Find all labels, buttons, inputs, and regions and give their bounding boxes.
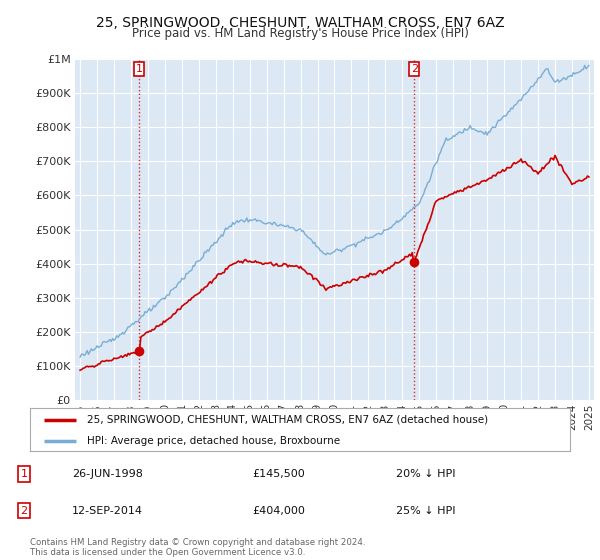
Text: 26-JUN-1998: 26-JUN-1998	[72, 469, 143, 479]
Text: Price paid vs. HM Land Registry's House Price Index (HPI): Price paid vs. HM Land Registry's House …	[131, 27, 469, 40]
Text: HPI: Average price, detached house, Broxbourne: HPI: Average price, detached house, Brox…	[86, 436, 340, 446]
Text: £404,000: £404,000	[252, 506, 305, 516]
Text: 1: 1	[136, 64, 143, 74]
Text: 20% ↓ HPI: 20% ↓ HPI	[396, 469, 455, 479]
Text: Contains HM Land Registry data © Crown copyright and database right 2024.
This d: Contains HM Land Registry data © Crown c…	[30, 538, 365, 557]
Text: 25, SPRINGWOOD, CHESHUNT, WALTHAM CROSS, EN7 6AZ: 25, SPRINGWOOD, CHESHUNT, WALTHAM CROSS,…	[95, 16, 505, 30]
Text: 2: 2	[20, 506, 28, 516]
Text: 25, SPRINGWOOD, CHESHUNT, WALTHAM CROSS, EN7 6AZ (detached house): 25, SPRINGWOOD, CHESHUNT, WALTHAM CROSS,…	[86, 415, 488, 424]
Text: 25% ↓ HPI: 25% ↓ HPI	[396, 506, 455, 516]
Text: £145,500: £145,500	[252, 469, 305, 479]
Text: 12-SEP-2014: 12-SEP-2014	[72, 506, 143, 516]
Text: 1: 1	[20, 469, 28, 479]
Text: 2: 2	[410, 64, 418, 74]
